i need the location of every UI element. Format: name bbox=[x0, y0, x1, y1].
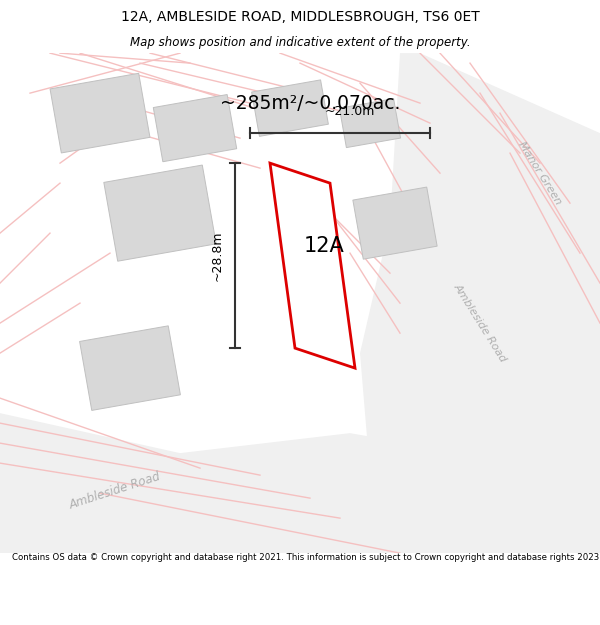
Polygon shape bbox=[353, 187, 437, 259]
Text: Map shows position and indicative extent of the property.: Map shows position and indicative extent… bbox=[130, 36, 470, 49]
Polygon shape bbox=[360, 53, 600, 553]
Polygon shape bbox=[50, 73, 150, 153]
Text: ~28.8m: ~28.8m bbox=[211, 231, 223, 281]
Polygon shape bbox=[104, 165, 216, 261]
Text: Ambleside Road: Ambleside Road bbox=[68, 470, 163, 512]
Text: ~285m²/~0.070ac.: ~285m²/~0.070ac. bbox=[220, 94, 400, 112]
Polygon shape bbox=[153, 94, 237, 162]
Text: Contains OS data © Crown copyright and database right 2021. This information is : Contains OS data © Crown copyright and d… bbox=[12, 553, 600, 562]
Text: ~21.0m: ~21.0m bbox=[325, 104, 375, 118]
Polygon shape bbox=[340, 99, 401, 148]
Polygon shape bbox=[0, 413, 600, 553]
Text: Ambleside Road: Ambleside Road bbox=[452, 282, 508, 364]
Polygon shape bbox=[270, 163, 355, 368]
Text: 12A: 12A bbox=[304, 236, 345, 256]
Polygon shape bbox=[80, 326, 181, 411]
Text: 12A, AMBLESIDE ROAD, MIDDLESBROUGH, TS6 0ET: 12A, AMBLESIDE ROAD, MIDDLESBROUGH, TS6 … bbox=[121, 9, 479, 24]
Text: Manor Green: Manor Green bbox=[517, 140, 563, 206]
Polygon shape bbox=[251, 80, 328, 136]
